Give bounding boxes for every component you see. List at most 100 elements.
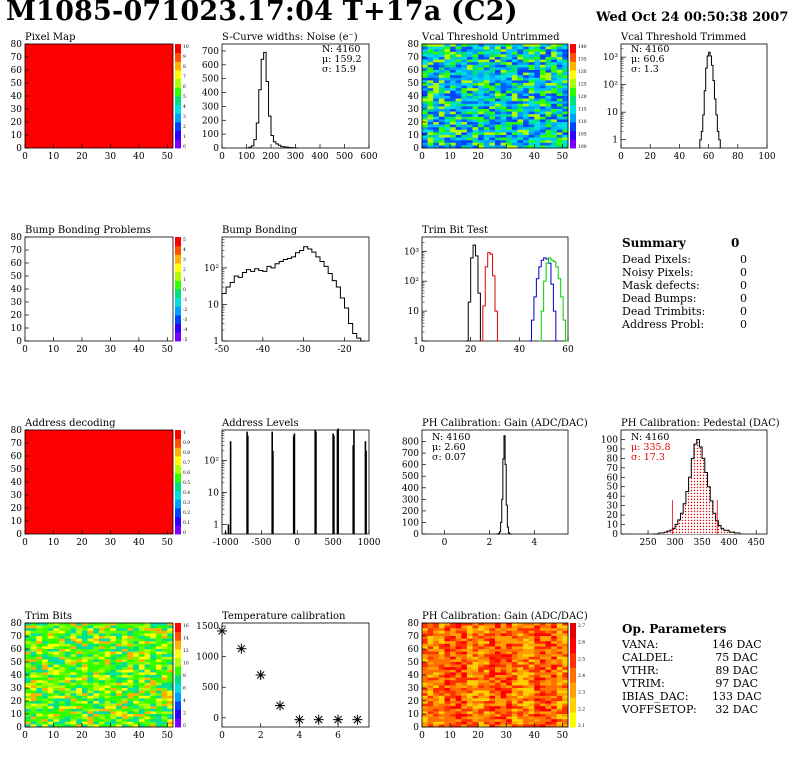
heatmap-cell: [562, 96, 569, 99]
heatmap-cell: [517, 85, 524, 89]
heatmap-cell: [438, 711, 445, 715]
heatmap-cell: [539, 111, 546, 115]
heatmap-cell: [523, 142, 529, 146]
heatmap-cell: [87, 662, 94, 665]
heatmap-cell: [422, 75, 428, 79]
heatmap-cell: [489, 643, 496, 647]
heatmap-cell: [551, 129, 558, 133]
x-tick-label: 2: [487, 538, 493, 548]
heatmap-cell: [556, 77, 563, 81]
heatmap-cell: [551, 88, 558, 92]
heatmap-cell: [545, 59, 552, 63]
heatmap-cell: [427, 680, 434, 684]
heatmap-cell: [150, 654, 157, 658]
y-tick-label: 100: [402, 518, 419, 528]
heatmap-cell: [539, 101, 546, 105]
heatmap-cell: [450, 714, 456, 717]
palette-cell: [175, 516, 181, 526]
heatmap-cell: [81, 721, 88, 725]
heatmap-cell: [506, 119, 513, 123]
heatmap-cell: [528, 714, 535, 717]
histogram-fill: [653, 439, 740, 534]
heatmap-cell: [30, 630, 37, 634]
heatmap-cell: [478, 711, 485, 715]
heatmap-cell: [121, 711, 128, 715]
heatmap-cell: [528, 127, 535, 131]
heatmap-cell: [30, 698, 37, 702]
heatmap-cell: [523, 44, 529, 47]
heatmap-cell: [127, 703, 134, 707]
heatmap-cell: [478, 672, 485, 676]
heatmap-cell: [99, 711, 105, 715]
x-tick-label: 20: [472, 152, 484, 162]
heatmap-cell: [47, 633, 54, 637]
heatmap-cell: [528, 57, 535, 60]
heatmap-cell: [506, 669, 513, 673]
heatmap-cell: [25, 675, 31, 678]
heatmap-cell: [138, 721, 145, 725]
heatmap-cell: [500, 714, 507, 717]
heatmap-cell: [161, 685, 168, 689]
heatmap-cell: [506, 101, 513, 105]
histogram-line: [480, 252, 500, 342]
histogram-line: [538, 257, 568, 342]
heatmap-cell: [483, 64, 490, 68]
palette-label: 2.4: [578, 673, 585, 679]
heatmap-cell: [87, 721, 94, 725]
heatmap-cell: [127, 628, 134, 632]
heatmap-cell: [511, 643, 518, 647]
heatmap-cell: [155, 706, 162, 710]
heatmap-cell: [461, 132, 468, 136]
heatmap-cell: [64, 724, 71, 728]
data-marker: [217, 625, 227, 636]
heatmap-cell: [461, 708, 468, 712]
x-tick-label: 300: [666, 538, 683, 548]
heatmap-cell: [556, 677, 563, 681]
heatmap-cell: [104, 651, 111, 655]
palette-label: 16: [183, 623, 189, 629]
heatmap-cell: [562, 49, 569, 53]
data-marker: [333, 714, 344, 725]
heatmap-cell: [450, 114, 456, 118]
heatmap-cell: [461, 688, 468, 691]
heatmap-cell: [444, 54, 451, 58]
palette-label: -2: [183, 307, 188, 313]
heatmap-cell: [478, 59, 485, 63]
heatmap-cell: [562, 132, 569, 136]
heatmap-cell: [438, 111, 445, 115]
heatmap-cell: [422, 675, 428, 678]
y-tick-label: 60: [11, 259, 23, 269]
heatmap-cell: [144, 638, 151, 642]
heatmap-cell: [562, 721, 569, 725]
heatmap-cell: [478, 101, 485, 105]
heatmap-cell: [517, 690, 524, 694]
heatmap-cell: [81, 701, 88, 704]
heatmap-cell: [444, 688, 451, 691]
heatmap-cell: [500, 633, 507, 637]
heatmap-cell: [472, 46, 479, 50]
heatmap-cell: [534, 677, 541, 681]
palette-cell: [570, 104, 576, 114]
heatmap-cell: [511, 59, 518, 63]
heatmap-cell: [539, 64, 546, 68]
heatmap-cell: [545, 122, 552, 125]
heatmap-cell: [562, 127, 569, 131]
heatmap-cell: [489, 664, 496, 668]
heatmap-cell: [59, 662, 66, 665]
heatmap-cell: [551, 127, 558, 131]
heatmap-cell: [556, 641, 563, 645]
heatmap-cell: [500, 719, 507, 723]
palette-label: 10: [183, 44, 189, 50]
heatmap-cell: [495, 672, 501, 676]
heatmap-cell: [483, 101, 490, 105]
heatmap-cell: [461, 701, 468, 704]
heatmap-cell: [110, 659, 117, 663]
heatmap-cell: [455, 672, 462, 676]
heatmap-cell: [87, 695, 94, 699]
heatmap-cell: [562, 119, 569, 123]
heatmap-cell: [495, 124, 501, 128]
heatmap-cell: [144, 706, 151, 710]
heatmap-cell: [93, 711, 100, 715]
heatmap-cell: [70, 685, 77, 689]
